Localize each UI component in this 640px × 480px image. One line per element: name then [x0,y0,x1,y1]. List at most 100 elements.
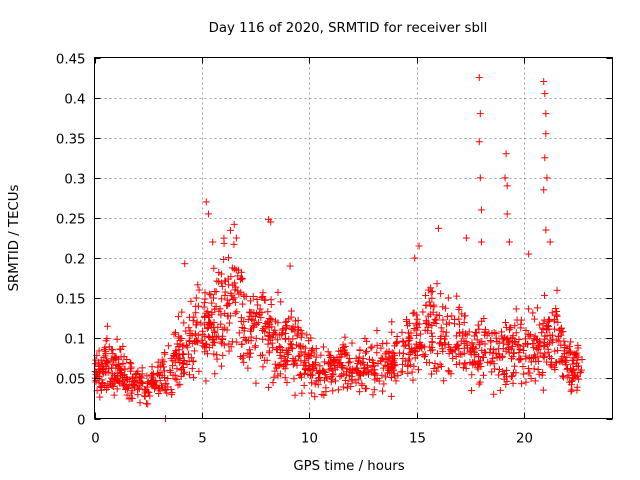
data-point [237,353,245,361]
data-point [297,348,305,356]
data-point [361,364,369,372]
data-point [444,367,452,375]
data-point [280,353,288,361]
data-point [493,337,501,345]
data-point [284,350,292,358]
data-point [91,360,99,368]
data-point [336,372,344,380]
data-point [371,366,379,374]
data-point [329,387,337,395]
data-point [485,329,493,337]
data-point [564,364,572,372]
data-point [287,325,295,333]
data-point [300,381,308,389]
data-point [463,331,471,339]
data-point [444,294,452,302]
data-point [113,385,121,393]
y-tick-label: 0 [77,414,85,429]
data-point [571,351,579,359]
data-point [319,343,327,351]
data-point [535,357,543,365]
data-point [570,365,578,373]
data-point [475,74,483,82]
data-point [458,310,466,318]
data-point [119,342,127,350]
data-point [529,340,537,348]
data-point [171,371,179,379]
data-point [547,354,555,362]
data-point [301,366,309,374]
data-point [207,291,215,299]
data-point [479,353,487,361]
data-point [190,373,198,381]
data-point [287,340,295,348]
data-point [557,341,565,349]
data-point [455,328,463,336]
data-point [421,352,429,360]
data-point [261,296,269,304]
data-point [307,347,315,355]
data-point [446,346,454,354]
data-point [314,381,322,389]
data-point [428,287,436,295]
data-point [410,362,418,370]
data-point [209,238,217,246]
data-point [578,355,586,363]
data-point [502,150,510,158]
data-point [388,318,396,326]
data-point [219,351,227,359]
data-point [445,368,453,376]
data-point [498,332,506,340]
data-point [193,318,201,326]
data-point [311,393,319,401]
data-point [324,360,332,368]
data-point [204,210,212,218]
data-point [343,384,351,392]
data-point [397,368,405,376]
data-point [432,316,440,324]
data-point [291,317,299,325]
data-point [149,380,157,388]
data-point [134,367,142,375]
data-point [195,286,203,294]
data-point [290,375,298,383]
data-point [149,371,157,379]
data-point [252,379,260,387]
data-point [415,320,423,328]
data-point [211,329,219,337]
data-point [259,335,267,343]
data-point [373,327,381,335]
data-point [495,366,503,374]
data-point [267,301,275,309]
data-point [539,324,547,332]
data-point [404,357,412,365]
data-point [398,328,406,336]
data-point [238,340,246,348]
data-point [412,319,420,327]
data-point [507,345,515,353]
data-point [110,391,118,399]
data-point [490,346,498,354]
data-point [210,264,218,272]
data-point [192,302,200,310]
data-point [173,376,181,384]
data-point [278,330,286,338]
data-point [274,288,282,296]
data-point [158,371,166,379]
data-point [192,309,200,317]
data-point [481,340,489,348]
data-point [215,278,223,286]
y-tick-label: 0.2 [64,253,85,268]
data-point [230,240,238,248]
data-point [221,288,229,296]
data-point [288,345,296,353]
data-point [529,309,537,317]
data-point [205,320,213,328]
data-point [324,348,332,356]
data-point [427,284,435,292]
data-point [434,224,442,232]
data-point [512,338,520,346]
data-point [232,283,240,291]
data-point [329,371,337,379]
data-point [331,362,339,370]
